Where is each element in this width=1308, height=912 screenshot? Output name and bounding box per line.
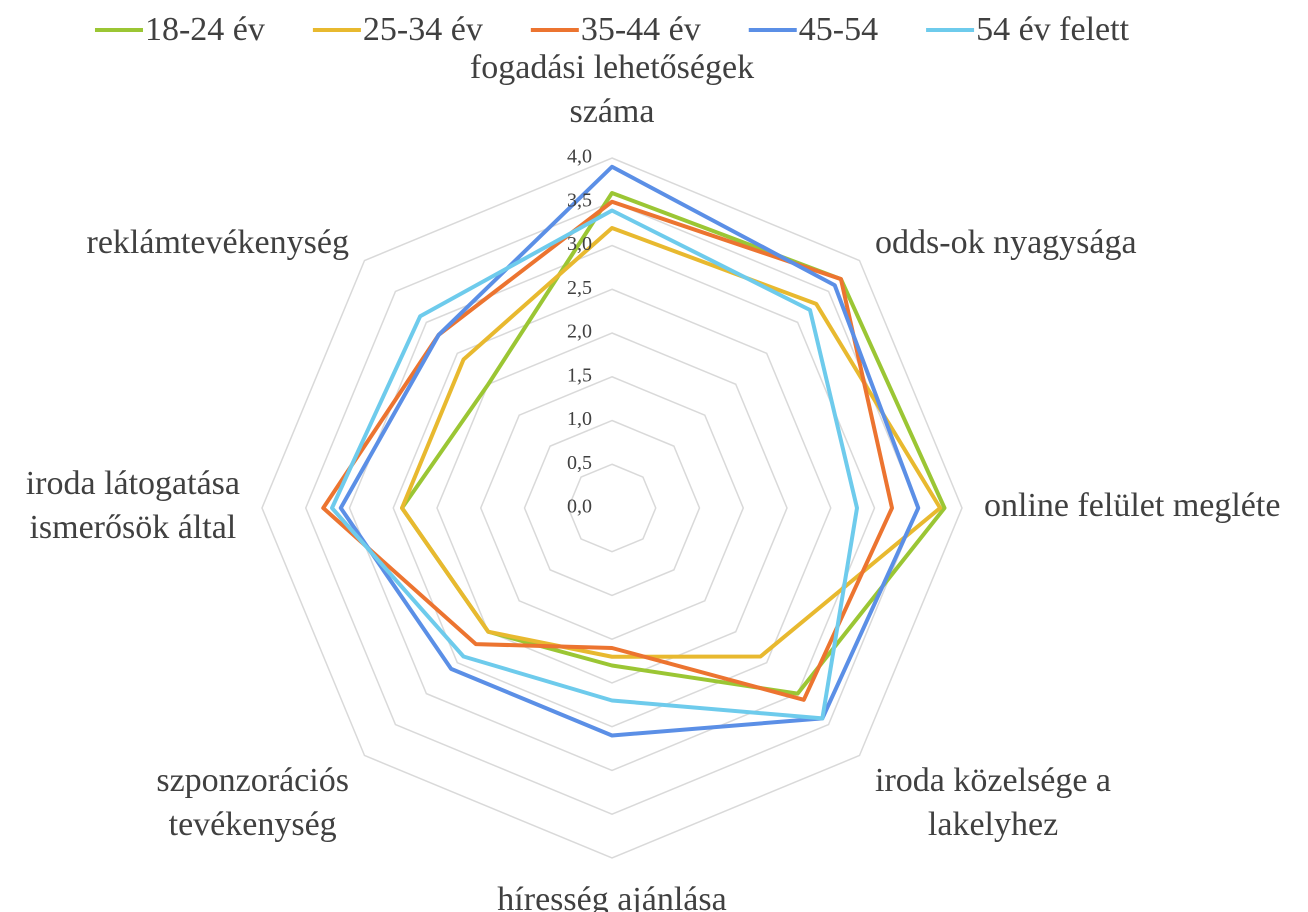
grid-ring xyxy=(567,463,657,553)
legend-item: 25-34 év xyxy=(312,11,483,48)
grid-ring xyxy=(261,157,963,859)
grid-ring xyxy=(348,244,876,772)
legend-label: 35-44 év xyxy=(581,11,701,48)
y-tick-label: 3,0 xyxy=(567,233,592,255)
grid-ring xyxy=(304,200,920,816)
legend-label: 54 év felett xyxy=(976,11,1129,48)
legend-label: 18-24 év xyxy=(145,11,265,48)
series-line xyxy=(338,164,921,738)
legend-item: 54 év felett xyxy=(926,11,1130,48)
series-line xyxy=(330,208,859,721)
series-line xyxy=(400,226,943,659)
grid-ring xyxy=(436,332,788,684)
y-tick-label: 1,0 xyxy=(567,408,592,430)
y-tick-label: 0,5 xyxy=(567,452,592,474)
category-label: szponzorációs tevékenység xyxy=(156,762,349,843)
legend-item: 18-24 év xyxy=(94,11,265,48)
category-label: iroda látogatása ismerősök által xyxy=(26,465,240,546)
legend-label: 25-34 év xyxy=(363,11,483,48)
grid-ring xyxy=(523,419,701,597)
category-label: iroda közelsége a lakelyhez xyxy=(875,762,1111,843)
y-tick-label: 0,0 xyxy=(567,496,592,518)
y-tick-label: 2,0 xyxy=(567,321,592,343)
y-tick-label: 1,5 xyxy=(567,364,592,386)
y-tick-label: 4,0 xyxy=(567,146,592,168)
category-label: híresség ajánlása xyxy=(497,881,726,912)
y-tick-label: 2,5 xyxy=(567,277,592,299)
category-label: online felület megléte xyxy=(984,487,1280,524)
grid-ring xyxy=(392,288,832,728)
y-tick-label: 3,5 xyxy=(567,189,592,211)
grid-ring xyxy=(479,375,745,641)
series-line xyxy=(321,199,894,702)
category-label: reklámtevékenység xyxy=(87,224,349,261)
category-label: odds-ok nyagysága xyxy=(875,224,1137,261)
series-line xyxy=(400,191,947,696)
category-label: fogadási lehetőségek száma xyxy=(470,49,754,130)
legend-label: 45-54 xyxy=(799,11,878,48)
legend-item: 45-54 xyxy=(748,11,878,48)
legend-item: 35-44 év xyxy=(530,11,701,48)
